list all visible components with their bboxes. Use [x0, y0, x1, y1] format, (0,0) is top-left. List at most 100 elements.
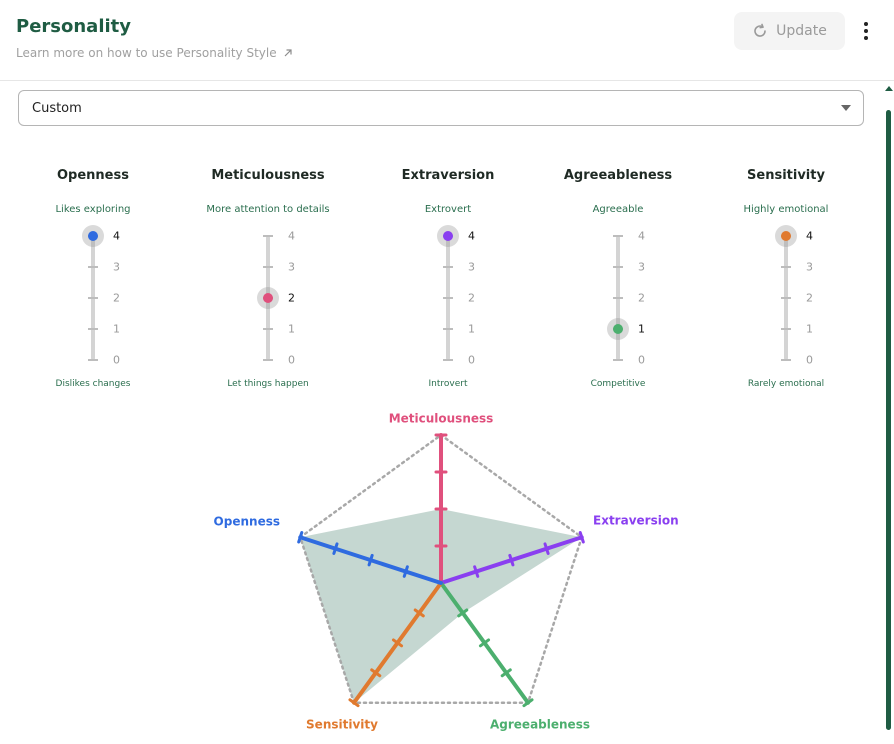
radar-outer-boundary	[298, 433, 584, 704]
slider-tick	[263, 328, 273, 330]
slider-tick-label: 0	[638, 353, 645, 367]
slider-tick-label: 1	[288, 322, 295, 336]
radar-tick	[391, 638, 404, 648]
slider-tick	[88, 359, 98, 361]
page-title: Personality	[16, 16, 131, 37]
slider-tick	[443, 328, 453, 330]
more-options-icon[interactable]	[857, 18, 875, 44]
scrollbar-thumb[interactable]	[886, 110, 891, 730]
trait-high-label: Agreeable	[592, 204, 644, 215]
slider-tick-label: 2	[113, 291, 120, 305]
trait-high-label: Highly emotional	[743, 204, 829, 215]
slider-tick-label: 0	[806, 353, 813, 367]
radar-axis-label: Openness	[214, 515, 280, 529]
slider-tick	[613, 297, 623, 299]
radar-tick	[457, 608, 469, 618]
help-link[interactable]: Learn more on how to use Personality Sty…	[16, 46, 293, 60]
radar-tick	[367, 553, 374, 567]
radar-tick	[348, 698, 360, 708]
slider-tick-label: 2	[638, 291, 645, 305]
radar-tick	[478, 638, 491, 648]
personality-radar-chart: Meticulousness Extraversion Agreeableness S…	[214, 412, 679, 732]
slider-tick	[443, 359, 453, 361]
radar-tick	[500, 668, 512, 678]
slider-tick-label: 1	[113, 322, 120, 336]
slider-tick	[88, 328, 98, 330]
trait-high-label: Extrovert	[424, 204, 472, 215]
radar-axis-label: Sensitivity	[306, 718, 378, 732]
radar-tick	[508, 553, 515, 567]
radar-tick	[332, 542, 339, 555]
radar-tick	[370, 668, 382, 678]
slider-thumb[interactable]	[775, 225, 797, 247]
slider-thumb[interactable]	[257, 287, 279, 309]
radar-tick	[578, 531, 585, 544]
slider-tick-label: 4	[468, 229, 475, 243]
slider-tick	[781, 359, 791, 361]
scrollbar[interactable]	[884, 84, 894, 744]
slider-tick-label: 4	[806, 229, 813, 243]
trait-slider-extraversion: Extraversion Extrovert 4 3 2 1 0 Introvert	[358, 160, 538, 400]
slider-tick	[263, 266, 273, 268]
slider-tick-label: 4	[638, 229, 645, 243]
slider-tick-label: 1	[806, 322, 813, 336]
trait-low-label: Competitive	[590, 379, 646, 389]
slider-tick	[781, 297, 791, 299]
slider-tick	[613, 266, 623, 268]
external-link-icon	[284, 49, 292, 57]
slider-tick-label: 1	[468, 322, 475, 336]
slider-tick-label: 3	[806, 260, 813, 274]
slider-tick-label: 4	[113, 229, 120, 243]
trait-low-label: Let things happen	[227, 379, 309, 389]
slider-tick	[88, 297, 98, 299]
slider-tick	[443, 266, 453, 268]
slider-tick-label: 2	[468, 291, 475, 305]
slider-thumb[interactable]	[82, 225, 104, 247]
radar-tick	[413, 608, 425, 618]
radar-axis-label: Agreeableness	[490, 718, 590, 732]
help-link-label: Learn more on how to use Personality Sty…	[16, 46, 277, 60]
trait-slider-meticulousness: Meticulousness More attention to details 4…	[178, 160, 358, 400]
trait-slider-agreeableness: Agreeableness Agreeable 4 3 2 1 0 Competitive	[528, 160, 708, 400]
radar-tick	[473, 565, 480, 578]
scroll-up-icon[interactable]	[885, 86, 893, 91]
trait-name: Openness	[57, 168, 129, 183]
radar-tick	[522, 698, 534, 708]
slider-thumb[interactable]	[437, 225, 459, 247]
trait-high-label: Likes exploring	[55, 204, 131, 215]
slider-tick	[613, 359, 623, 361]
slider-tick	[781, 266, 791, 268]
trait-slider-sensitivity: Sensitivity Highly emotional 4 3 2 1 0 Rarely e…	[696, 160, 876, 400]
slider-tick	[443, 297, 453, 299]
preset-select[interactable]: Custom	[18, 90, 864, 126]
radar-axis-label: Meticulousness	[389, 412, 494, 426]
slider-tick-label: 3	[113, 260, 120, 274]
slider-tick-label: 0	[288, 353, 295, 367]
trait-low-label: Dislikes changes	[55, 379, 131, 389]
slider-tick-label: 1	[638, 322, 645, 336]
slider-tick	[613, 235, 623, 237]
trait-slider-openness: Openness Likes exploring 4 3 2 1 0 Dislikes cha…	[3, 160, 183, 400]
radar-tick	[297, 531, 304, 544]
slider-tick-label: 3	[468, 260, 475, 274]
header: Personality Learn more on how to use Per…	[0, 0, 894, 81]
trait-name: Agreeableness	[563, 168, 673, 183]
radar-tick	[402, 565, 409, 578]
chevron-down-icon	[841, 105, 851, 111]
slider-tick-label: 3	[288, 260, 295, 274]
radar-tick	[543, 542, 550, 555]
trait-high-label: More attention to details	[206, 204, 330, 215]
trait-low-label: Introvert	[428, 379, 468, 389]
slider-tick-label: 3	[638, 260, 645, 274]
update-button[interactable]: Update	[734, 12, 845, 50]
trait-name: Sensitivity	[747, 168, 825, 183]
slider-tick-label: 0	[468, 353, 475, 367]
trait-name: Extraversion	[401, 168, 495, 183]
radar-axis-label: Extraversion	[593, 514, 679, 528]
slider-thumb[interactable]	[607, 318, 629, 340]
slider-tick	[263, 359, 273, 361]
update-label: Update	[776, 23, 827, 39]
slider-tick	[263, 235, 273, 237]
preset-select-value: Custom	[32, 101, 82, 116]
slider-tick-label: 2	[288, 291, 295, 305]
